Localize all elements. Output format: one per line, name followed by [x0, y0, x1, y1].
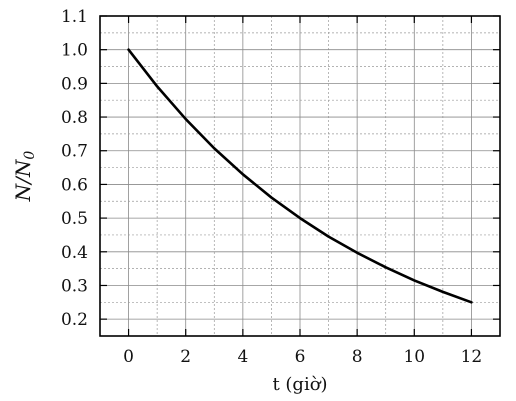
y-tick-label: 0.6 — [61, 175, 88, 195]
x-tick-label: 0 — [123, 347, 134, 367]
x-axis-title: t (giờ) — [272, 374, 327, 395]
y-axis-title-sub: 0 — [22, 151, 38, 160]
decay-curve — [127, 48, 473, 304]
y-tick-label: 1.1 — [61, 7, 88, 27]
y-tick-label: 0.8 — [61, 108, 88, 128]
y-tick-label: 0.3 — [61, 276, 88, 296]
x-tick-label: 8 — [352, 347, 363, 367]
axis-ticks — [100, 15, 500, 336]
y-tick-label: 1.0 — [61, 41, 88, 61]
x-tick-label: 6 — [295, 347, 306, 367]
x-tick-label: 12 — [461, 347, 483, 367]
y-axis-title-main: N/N — [11, 158, 35, 202]
y-tick-label: 0.7 — [61, 142, 88, 162]
y-tick-label: 0.4 — [61, 243, 88, 263]
x-tick-label: 2 — [180, 347, 191, 367]
x-tick-label: 10 — [403, 347, 425, 367]
y-tick-label: 0.2 — [61, 310, 88, 330]
x-tick-labels: 0 2 4 6 8 10 12 — [123, 347, 482, 367]
grid — [99, 15, 501, 337]
y-tick-label: 0.9 — [61, 74, 88, 94]
y-tick-label: 0.5 — [61, 209, 88, 229]
curve-layer — [127, 48, 473, 304]
y-axis-title: N/N0 — [11, 151, 38, 203]
x-tick-label: 4 — [237, 347, 248, 367]
y-tick-labels: 0.2 0.3 0.4 0.5 0.6 0.7 0.8 0.9 1.0 1.1 — [61, 7, 88, 330]
